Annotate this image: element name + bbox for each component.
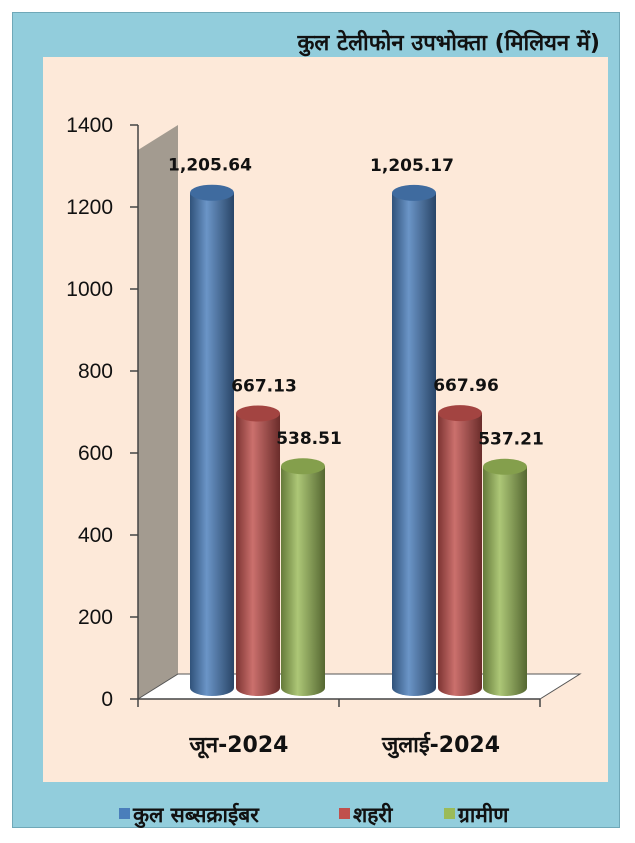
bar-body: [281, 466, 325, 696]
bar-top: [483, 458, 527, 475]
y-tick-label: 400: [78, 524, 113, 547]
bar-0: [190, 184, 234, 696]
back-wall: [138, 125, 178, 699]
legend-label: शहरी: [353, 802, 394, 827]
legend-label: ग्रामीण: [457, 802, 509, 827]
y-tick-label: 1400: [66, 114, 113, 137]
data-label: 538.51: [276, 429, 342, 449]
data-label: 537.21: [478, 430, 544, 450]
bar-top: [190, 184, 234, 201]
legend-label: कुल सब्सक्राईबर: [132, 802, 260, 829]
legend-item: कुल सब्सक्राईबर: [119, 802, 260, 829]
bar-2: [281, 458, 325, 696]
legend-swatch: [444, 808, 455, 819]
bar-0: [392, 184, 436, 696]
y-tick-label: 0: [101, 688, 113, 711]
bar-top: [236, 405, 280, 422]
data-label: 1,205.64: [168, 156, 252, 176]
legend-swatch: [339, 808, 350, 819]
bar-body: [438, 413, 482, 696]
bar-top: [438, 405, 482, 422]
legend-item: शहरी: [339, 802, 394, 827]
bar-top: [392, 184, 436, 201]
y-tick-label: 600: [78, 442, 113, 465]
data-label: 1,205.17: [370, 156, 454, 176]
category-label: जून-2024: [189, 733, 289, 759]
chart-title: कुल टेलीफोन उपभोक्ता (मिलियन में): [297, 29, 600, 57]
legend-swatch: [119, 808, 130, 819]
legend-item: ग्रामीण: [444, 802, 509, 827]
data-label: 667.13: [231, 376, 297, 396]
bar-1: [438, 405, 482, 696]
data-label: 667.96: [433, 376, 499, 396]
bar-1: [236, 405, 280, 696]
bar-top: [281, 458, 325, 475]
bar-2: [483, 458, 527, 696]
category-label: जुलाई-2024: [381, 731, 500, 759]
y-tick-label: 200: [78, 606, 113, 629]
y-tick-label: 800: [78, 360, 113, 383]
bar-body: [236, 413, 280, 696]
bar-body: [190, 192, 234, 696]
bar-body: [483, 466, 527, 696]
bar-body: [392, 192, 436, 696]
y-tick-label: 1200: [66, 196, 113, 219]
y-tick-label: 1000: [66, 278, 113, 301]
